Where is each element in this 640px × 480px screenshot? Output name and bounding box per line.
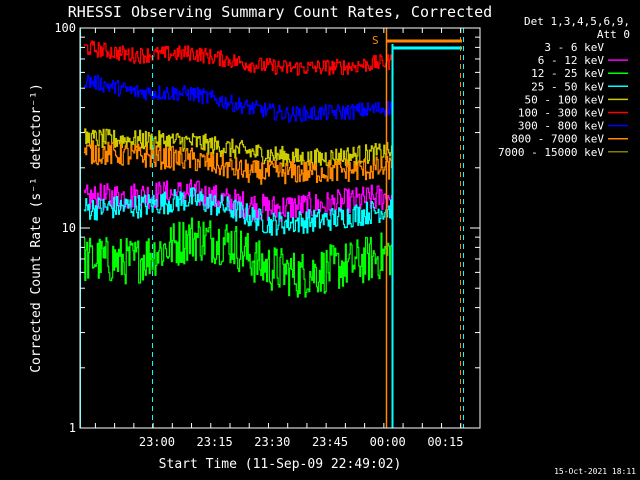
saa-marker-label: S xyxy=(372,34,379,47)
x-tick-label: 23:30 xyxy=(254,435,290,449)
series-line xyxy=(83,140,393,185)
x-tick-label: 00:00 xyxy=(370,435,406,449)
series-layer xyxy=(83,40,393,298)
series-line xyxy=(83,217,393,298)
legend-label: 800 - 7000 keV xyxy=(511,133,604,146)
legend-label: 7000 - 15000 keV xyxy=(498,146,604,159)
plot-area: S 1 10 100 23:00 23:15 23:30 23:45 00:00 00:15 xyxy=(54,21,481,449)
x-tick-label: 00:15 xyxy=(427,435,463,449)
series-line xyxy=(83,40,393,76)
x-tick-label: 23:15 xyxy=(197,435,233,449)
legend-header-detectors: Det 1,3,4,5,6,9, xyxy=(524,15,630,28)
y-axis-label: Corrected Count Rate (s⁻¹ detector⁻¹) xyxy=(29,83,44,373)
series-line xyxy=(83,187,393,236)
legend-label: 12 - 25 keV xyxy=(531,67,604,80)
legend-label: 100 - 300 keV xyxy=(518,107,604,120)
series-line xyxy=(83,74,393,123)
x-axis-label: Start Time (11-Sep-09 22:49:02) xyxy=(159,457,402,472)
legend-label: 6 - 12 keV xyxy=(538,54,605,67)
y-tick-label: 100 xyxy=(54,21,76,35)
x-axis: 23:00 23:15 23:30 23:45 00:00 00:15 xyxy=(94,28,481,449)
chart-title: RHESSI Observing Summary Count Rates, Co… xyxy=(68,3,492,21)
y-tick-label: 1 xyxy=(69,421,76,435)
legend-label: 50 - 100 keV xyxy=(525,93,605,106)
legend-header-attenuator: Att 0 xyxy=(597,28,630,41)
legend-label: 25 - 50 keV xyxy=(531,80,604,93)
y-tick-label: 10 xyxy=(62,221,76,235)
series-line xyxy=(83,179,393,222)
legend-label: 3 - 6 keV xyxy=(544,41,604,54)
x-tick-label: 23:00 xyxy=(139,435,175,449)
series-line xyxy=(83,128,393,170)
timestamp: 15-Oct-2021 18:11 xyxy=(554,467,636,476)
x-tick-label: 23:45 xyxy=(312,435,348,449)
series-line xyxy=(83,189,393,246)
y-axis: 1 10 100 xyxy=(54,21,480,435)
legend-label: 300 - 800 keV xyxy=(518,120,604,133)
